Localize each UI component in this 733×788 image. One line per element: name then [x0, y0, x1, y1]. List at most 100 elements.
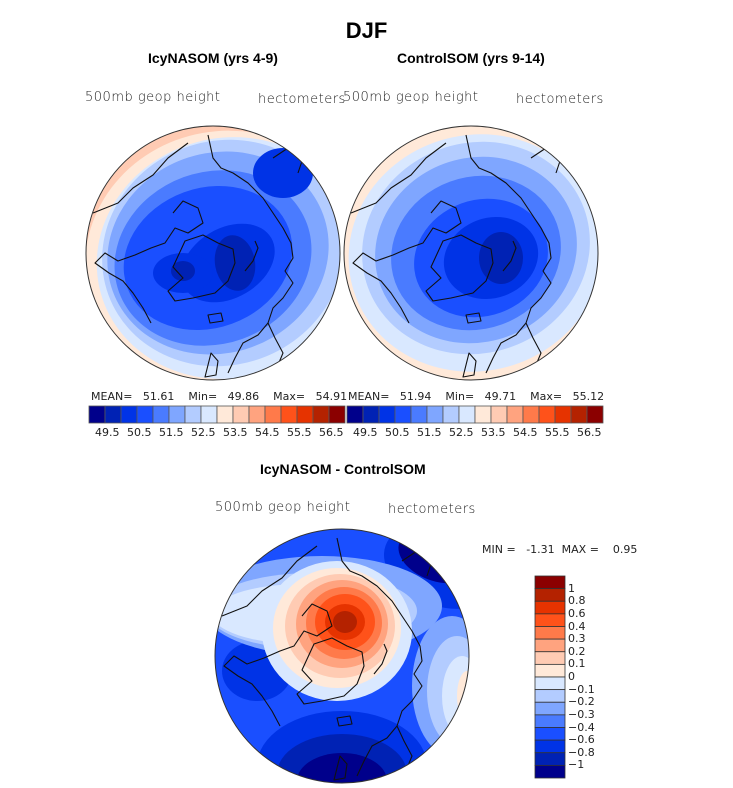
colorbar-cell: [534, 676, 566, 691]
colorbar-tick-label: 0.1: [568, 657, 586, 671]
panel-1-stats: MEAN= 51.61 Min= 49.86 Max= 54.91: [91, 390, 347, 403]
colorbar-cell: [88, 405, 106, 424]
colorbar-cell: [534, 701, 566, 716]
panel-2-units-label: hectometers: [516, 92, 604, 107]
colorbar-tick-label: −0.1: [568, 682, 595, 696]
colorbar-tick-label: 50.5: [385, 426, 410, 439]
max-label: MAX =: [561, 543, 599, 556]
max-label: Max=: [273, 390, 306, 403]
panel-1-variable-label: 500mb geop height: [85, 90, 221, 105]
contour-band: [171, 261, 195, 281]
colorbar-tick-label: 56.5: [577, 426, 602, 439]
map-field: [344, 126, 598, 380]
colorbar-cell: [534, 575, 566, 590]
colorbar-tick-label: 0: [568, 670, 575, 683]
panel-2-stats: MEAN= 51.94 Min= 49.71 Max= 55.12: [348, 390, 604, 403]
colorbar-cell: [104, 405, 122, 424]
min-value: 49.71: [484, 390, 517, 403]
colorbar-cell: [346, 405, 364, 424]
colorbar-cell: [312, 405, 330, 424]
coastline: [352, 200, 462, 324]
colorbar-cell: [570, 405, 588, 424]
colorbar-cell: [534, 651, 566, 665]
mean-value: 51.61: [142, 390, 175, 403]
colorbar-tick-label: 0.6: [568, 606, 586, 620]
coastline: [425, 234, 494, 302]
colorbar-cell: [264, 405, 282, 424]
coastline: [373, 643, 388, 675]
coastline: [462, 352, 477, 378]
coastline: [333, 755, 348, 781]
colorbar-tick-label: 56.5: [319, 426, 344, 439]
map-boundary: [343, 125, 599, 381]
colorbar-cell: [534, 600, 566, 615]
colorbar-cell: [136, 405, 154, 424]
mean-label: MEAN=: [348, 390, 390, 403]
colorbar-panel-1: [88, 405, 346, 424]
colorbar-tick-label: 52.5: [191, 426, 216, 439]
colorbar-cell: [280, 405, 298, 424]
min-value: -1.31: [526, 543, 555, 556]
colorbar-cell: [120, 405, 138, 424]
max-label: Max=: [530, 390, 563, 403]
colorbar-cell: [538, 405, 556, 424]
colorbar-cell: [534, 588, 566, 602]
coastline: [296, 637, 365, 705]
colorbar-cell: [490, 405, 508, 424]
colorbar-tick-label: 0.4: [568, 619, 586, 633]
max-value: 54.91: [315, 390, 348, 403]
colorbar-cell: [534, 752, 566, 766]
colorbar-tick-label: 55.5: [287, 426, 312, 439]
colorbar-cell: [378, 405, 396, 424]
panel-3-title: IcyNASOM - ControlSOM: [260, 461, 426, 477]
coastline: [244, 240, 259, 272]
map-boundary: [85, 125, 341, 381]
coastline: [336, 715, 353, 727]
colorbar-cell: [534, 638, 566, 653]
colorbar-cell: [506, 405, 524, 424]
coastline: [465, 134, 552, 374]
min-value: 49.86: [227, 390, 260, 403]
min-label: MIN =: [482, 543, 516, 556]
colorbar-tick-label: 49.5: [353, 426, 378, 439]
colorbar-cell: [410, 405, 428, 424]
coastline: [92, 142, 189, 214]
contour-band: [479, 232, 523, 284]
colorbar-cell: [362, 405, 380, 424]
colorbar-cell: [458, 405, 476, 424]
colorbar-cell: [296, 405, 314, 424]
map-panel-1: [85, 125, 341, 381]
coastline: [207, 134, 294, 374]
panel-3-units-label: hectometers: [388, 502, 476, 517]
colorbar-cell: [534, 663, 566, 678]
min-label: Min=: [188, 390, 218, 403]
colorbar-cell: [474, 405, 492, 424]
colorbar-cell: [534, 714, 566, 728]
colorbar-tick-label: −0.2: [568, 695, 595, 709]
figure-title: DJF: [345, 18, 388, 43]
max-value: 55.12: [572, 390, 605, 403]
contour-band: [333, 611, 357, 633]
mean-value: 51.94: [399, 390, 432, 403]
colorbar-tick-label: −0.4: [568, 720, 595, 734]
map-panel-3: [214, 528, 470, 784]
colorbar-cell: [586, 405, 604, 424]
coastline: [167, 234, 236, 302]
colorbar-cell: [426, 405, 444, 424]
colorbar-cell: [534, 739, 566, 754]
colorbar-cell: [200, 405, 218, 424]
coastline: [204, 352, 219, 378]
colorbar-tick-label: 54.5: [513, 426, 538, 439]
panel-1-title: IcyNASOM (yrs 4-9): [148, 50, 278, 66]
coastline: [465, 312, 482, 324]
colorbar-tick-label: −0.8: [568, 745, 595, 759]
colorbar-cell: [216, 405, 234, 424]
colorbar-tick-label: 0.2: [568, 644, 586, 658]
panel-3-stats: MIN = -1.31 MAX = 0.95: [482, 543, 637, 556]
colorbar-tick-label: 49.5: [95, 426, 120, 439]
colorbar-tick-label: 0.3: [568, 632, 586, 646]
panel-2-variable-label: 500mb geop height: [343, 90, 479, 105]
colorbar-cell: [534, 613, 566, 627]
colorbar-tick-label: 0.8: [568, 594, 586, 608]
